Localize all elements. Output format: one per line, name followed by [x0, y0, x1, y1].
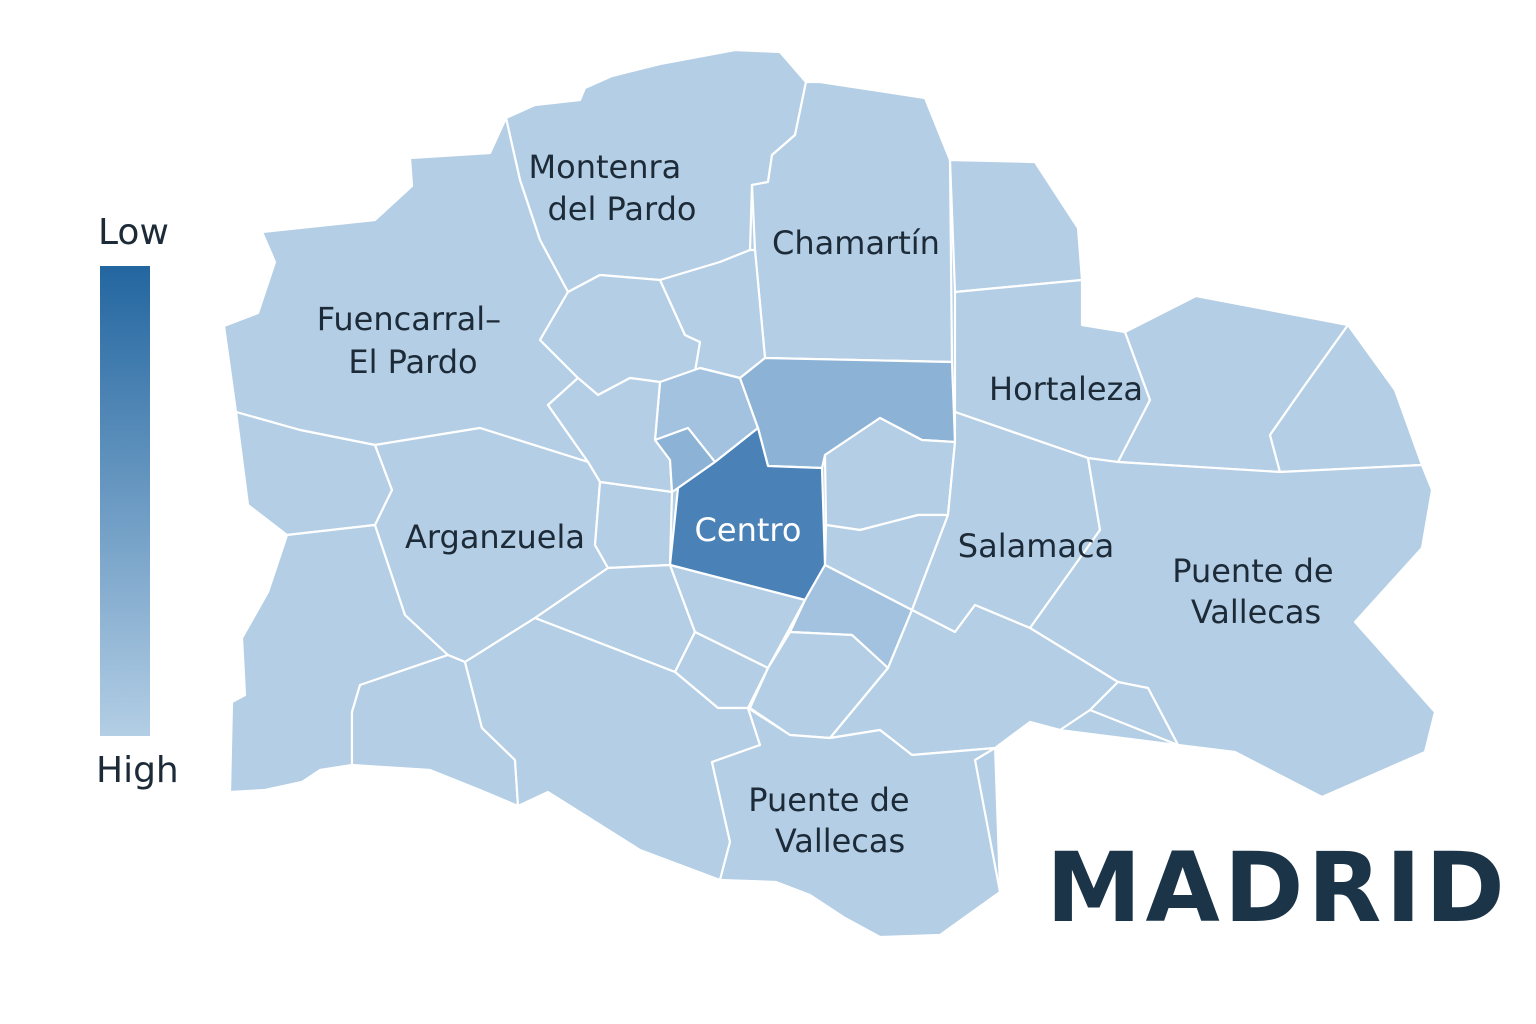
legend-color-bar [100, 266, 150, 736]
district-shape-hortaleza[interactable] [948, 158, 1084, 294]
district-shape-puente-vallecas-south[interactable] [710, 706, 1002, 939]
district-label-hortaleza: Hortaleza [989, 370, 1143, 408]
district-shape-centro-west[interactable] [593, 480, 674, 570]
district-shape-southeast-c[interactable] [1088, 680, 1180, 747]
district-label-fuencarral: Fuencarral– El Pardo [317, 300, 512, 381]
district-labels: Montenra del Pardo Chamartín Fuencarral–… [317, 148, 1344, 860]
district-shapes [222, 48, 1437, 939]
district-label-puente-vallecas-east: Puente de Vallecas [1172, 552, 1344, 631]
district-label-salamaca: Salamaca [958, 527, 1114, 565]
district-label-puente-vallecas-south: Puente de Vallecas [748, 781, 920, 860]
district-label-arganzuela: Arganzuela [405, 518, 585, 556]
legend-low-label: Low [98, 212, 169, 253]
district-label-montenra: Montenra del Pardo [529, 148, 697, 228]
district-label-centro: Centro [695, 511, 802, 549]
legend-high-label: High [96, 750, 179, 791]
district-label-chamartin: Chamartín [772, 224, 940, 262]
map-title: MADRID [1046, 832, 1509, 944]
